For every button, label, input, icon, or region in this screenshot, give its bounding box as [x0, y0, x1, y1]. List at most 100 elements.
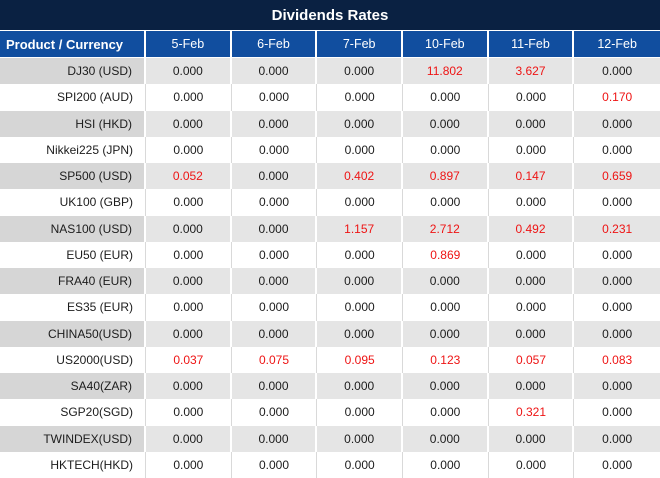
value-cell: 0.000 — [488, 136, 575, 163]
value-cell: 0.000 — [574, 294, 660, 321]
value-cell: 0.000 — [146, 294, 232, 321]
value-cell: 0.075 — [231, 346, 318, 373]
value-cell: 0.000 — [317, 84, 403, 111]
product-cell: SP500 (USD) — [0, 163, 146, 190]
value-cell: 0.000 — [488, 425, 575, 452]
value-cell: 0.095 — [317, 346, 403, 373]
value-cell: 0.000 — [146, 451, 232, 478]
table-row: EU50 (EUR) 0.000 0.000 0.000 0.869 0.000 0.000 — [0, 241, 660, 268]
column-header-date: 6-Feb — [231, 31, 318, 57]
value-cell: 0.000 — [488, 268, 575, 295]
product-cell: FRA40 (EUR) — [0, 268, 146, 295]
value-cell: 0.000 — [574, 189, 660, 216]
value-cell: 0.000 — [317, 425, 403, 452]
value-cell: 0.000 — [146, 241, 232, 268]
value-cell: 0.659 — [574, 163, 660, 190]
column-header-date: 12-Feb — [574, 31, 660, 57]
value-cell: 0.000 — [317, 451, 403, 478]
value-cell: 0.000 — [317, 373, 403, 400]
value-cell: 0.000 — [402, 136, 489, 163]
table-row: SGP20(SGD) 0.000 0.000 0.000 0.000 0.321 0.000 — [0, 399, 660, 426]
product-cell: CHINA50(USD) — [0, 320, 146, 347]
table-header-row: Product / Currency 5-Feb 6-Feb 7-Feb 10-Feb… — [0, 31, 660, 58]
value-cell: 0.000 — [402, 268, 489, 295]
product-cell: EU50 (EUR) — [0, 241, 146, 268]
table-row: UK100 (GBP) 0.000 0.000 0.000 0.000 0.000 0.00… — [0, 189, 660, 216]
column-header-date: 11-Feb — [488, 31, 575, 57]
product-cell: DJ30 (USD) — [0, 58, 146, 85]
value-cell: 0.000 — [317, 294, 403, 321]
value-cell: 0.869 — [402, 241, 489, 268]
product-cell: SPI200 (AUD) — [0, 84, 146, 111]
value-cell: 0.000 — [574, 451, 660, 478]
value-cell: 0.000 — [317, 241, 403, 268]
table-body: DJ30 (USD) 0.000 0.000 0.000 11.802 3.627 0.00… — [0, 58, 660, 478]
product-cell: SA40(ZAR) — [0, 373, 146, 400]
value-cell: 0.402 — [317, 163, 403, 190]
table-title-bar: Dividends Rates — [0, 0, 660, 31]
value-cell: 0.000 — [402, 373, 489, 400]
value-cell: 0.000 — [317, 110, 403, 137]
value-cell: 0.897 — [402, 163, 489, 190]
value-cell: 0.000 — [488, 241, 575, 268]
value-cell: 0.000 — [574, 320, 660, 347]
table-row: Nikkei225 (JPN) 0.000 0.000 0.000 0.000 0.000… — [0, 136, 660, 163]
value-cell: 0.000 — [146, 84, 232, 111]
table-row: TWINDEX(USD) 0.000 0.000 0.000 0.000 0.000 0.0… — [0, 425, 660, 452]
table-row: HKTECH(HKD) 0.000 0.000 0.000 0.000 0.000 0.00… — [0, 451, 660, 478]
value-cell: 0.000 — [231, 215, 318, 242]
value-cell: 0.000 — [317, 399, 403, 426]
value-cell: 0.000 — [317, 268, 403, 295]
value-cell: 0.000 — [146, 373, 232, 400]
value-cell: 0.000 — [488, 320, 575, 347]
value-cell: 0.000 — [231, 84, 318, 111]
value-cell: 0.000 — [146, 58, 232, 85]
table-row: CHINA50(USD) 0.000 0.000 0.000 0.000 0.000 0.0… — [0, 320, 660, 347]
table-row: FRA40 (EUR) 0.000 0.000 0.000 0.000 0.000 0.00… — [0, 268, 660, 295]
value-cell: 2.712 — [402, 215, 489, 242]
table-row: SPI200 (AUD) 0.000 0.000 0.000 0.000 0.000 0.1… — [0, 84, 660, 111]
value-cell: 0.147 — [488, 163, 575, 190]
value-cell: 0.000 — [317, 189, 403, 216]
value-cell: 0.000 — [402, 451, 489, 478]
value-cell: 0.000 — [402, 110, 489, 137]
value-cell: 11.802 — [402, 58, 489, 85]
value-cell: 0.000 — [488, 84, 575, 111]
value-cell: 0.000 — [402, 84, 489, 111]
value-cell: 0.000 — [231, 110, 318, 137]
value-cell: 0.000 — [146, 425, 232, 452]
product-cell: HKTECH(HKD) — [0, 451, 146, 478]
column-header-product-currency: Product / Currency — [0, 31, 146, 57]
value-cell: 0.000 — [231, 136, 318, 163]
table-row: SA40(ZAR) 0.000 0.000 0.000 0.000 0.000 0.000 — [0, 373, 660, 400]
table-row: DJ30 (USD) 0.000 0.000 0.000 11.802 3.627 0.00… — [0, 58, 660, 85]
value-cell: 0.000 — [574, 58, 660, 85]
value-cell: 0.000 — [574, 241, 660, 268]
table-row: ES35 (EUR) 0.000 0.000 0.000 0.000 0.000 0.000 — [0, 294, 660, 321]
value-cell: 3.627 — [488, 58, 575, 85]
product-cell: SGP20(SGD) — [0, 399, 146, 426]
value-cell: 0.000 — [146, 110, 232, 137]
product-cell: TWINDEX(USD) — [0, 425, 146, 452]
value-cell: 0.057 — [488, 346, 575, 373]
table-row: HSI (HKD) 0.000 0.000 0.000 0.000 0.000 0.000 — [0, 110, 660, 137]
product-cell: Nikkei225 (JPN) — [0, 136, 146, 163]
value-cell: 0.000 — [231, 294, 318, 321]
value-cell: 0.000 — [574, 136, 660, 163]
value-cell: 0.000 — [146, 215, 232, 242]
value-cell: 0.000 — [402, 399, 489, 426]
value-cell: 0.000 — [317, 136, 403, 163]
value-cell: 0.000 — [402, 425, 489, 452]
value-cell: 1.157 — [317, 215, 403, 242]
product-cell: NAS100 (USD) — [0, 215, 146, 242]
column-header-date: 10-Feb — [402, 31, 489, 57]
page-title: Dividends Rates — [271, 6, 389, 24]
column-header-date: 5-Feb — [146, 31, 232, 57]
value-cell: 0.052 — [146, 163, 232, 190]
value-cell: 0.231 — [574, 215, 660, 242]
value-cell: 0.083 — [574, 346, 660, 373]
column-header-date: 7-Feb — [317, 31, 403, 57]
product-cell: ES35 (EUR) — [0, 294, 146, 321]
value-cell: 0.000 — [488, 189, 575, 216]
value-cell: 0.000 — [231, 451, 318, 478]
